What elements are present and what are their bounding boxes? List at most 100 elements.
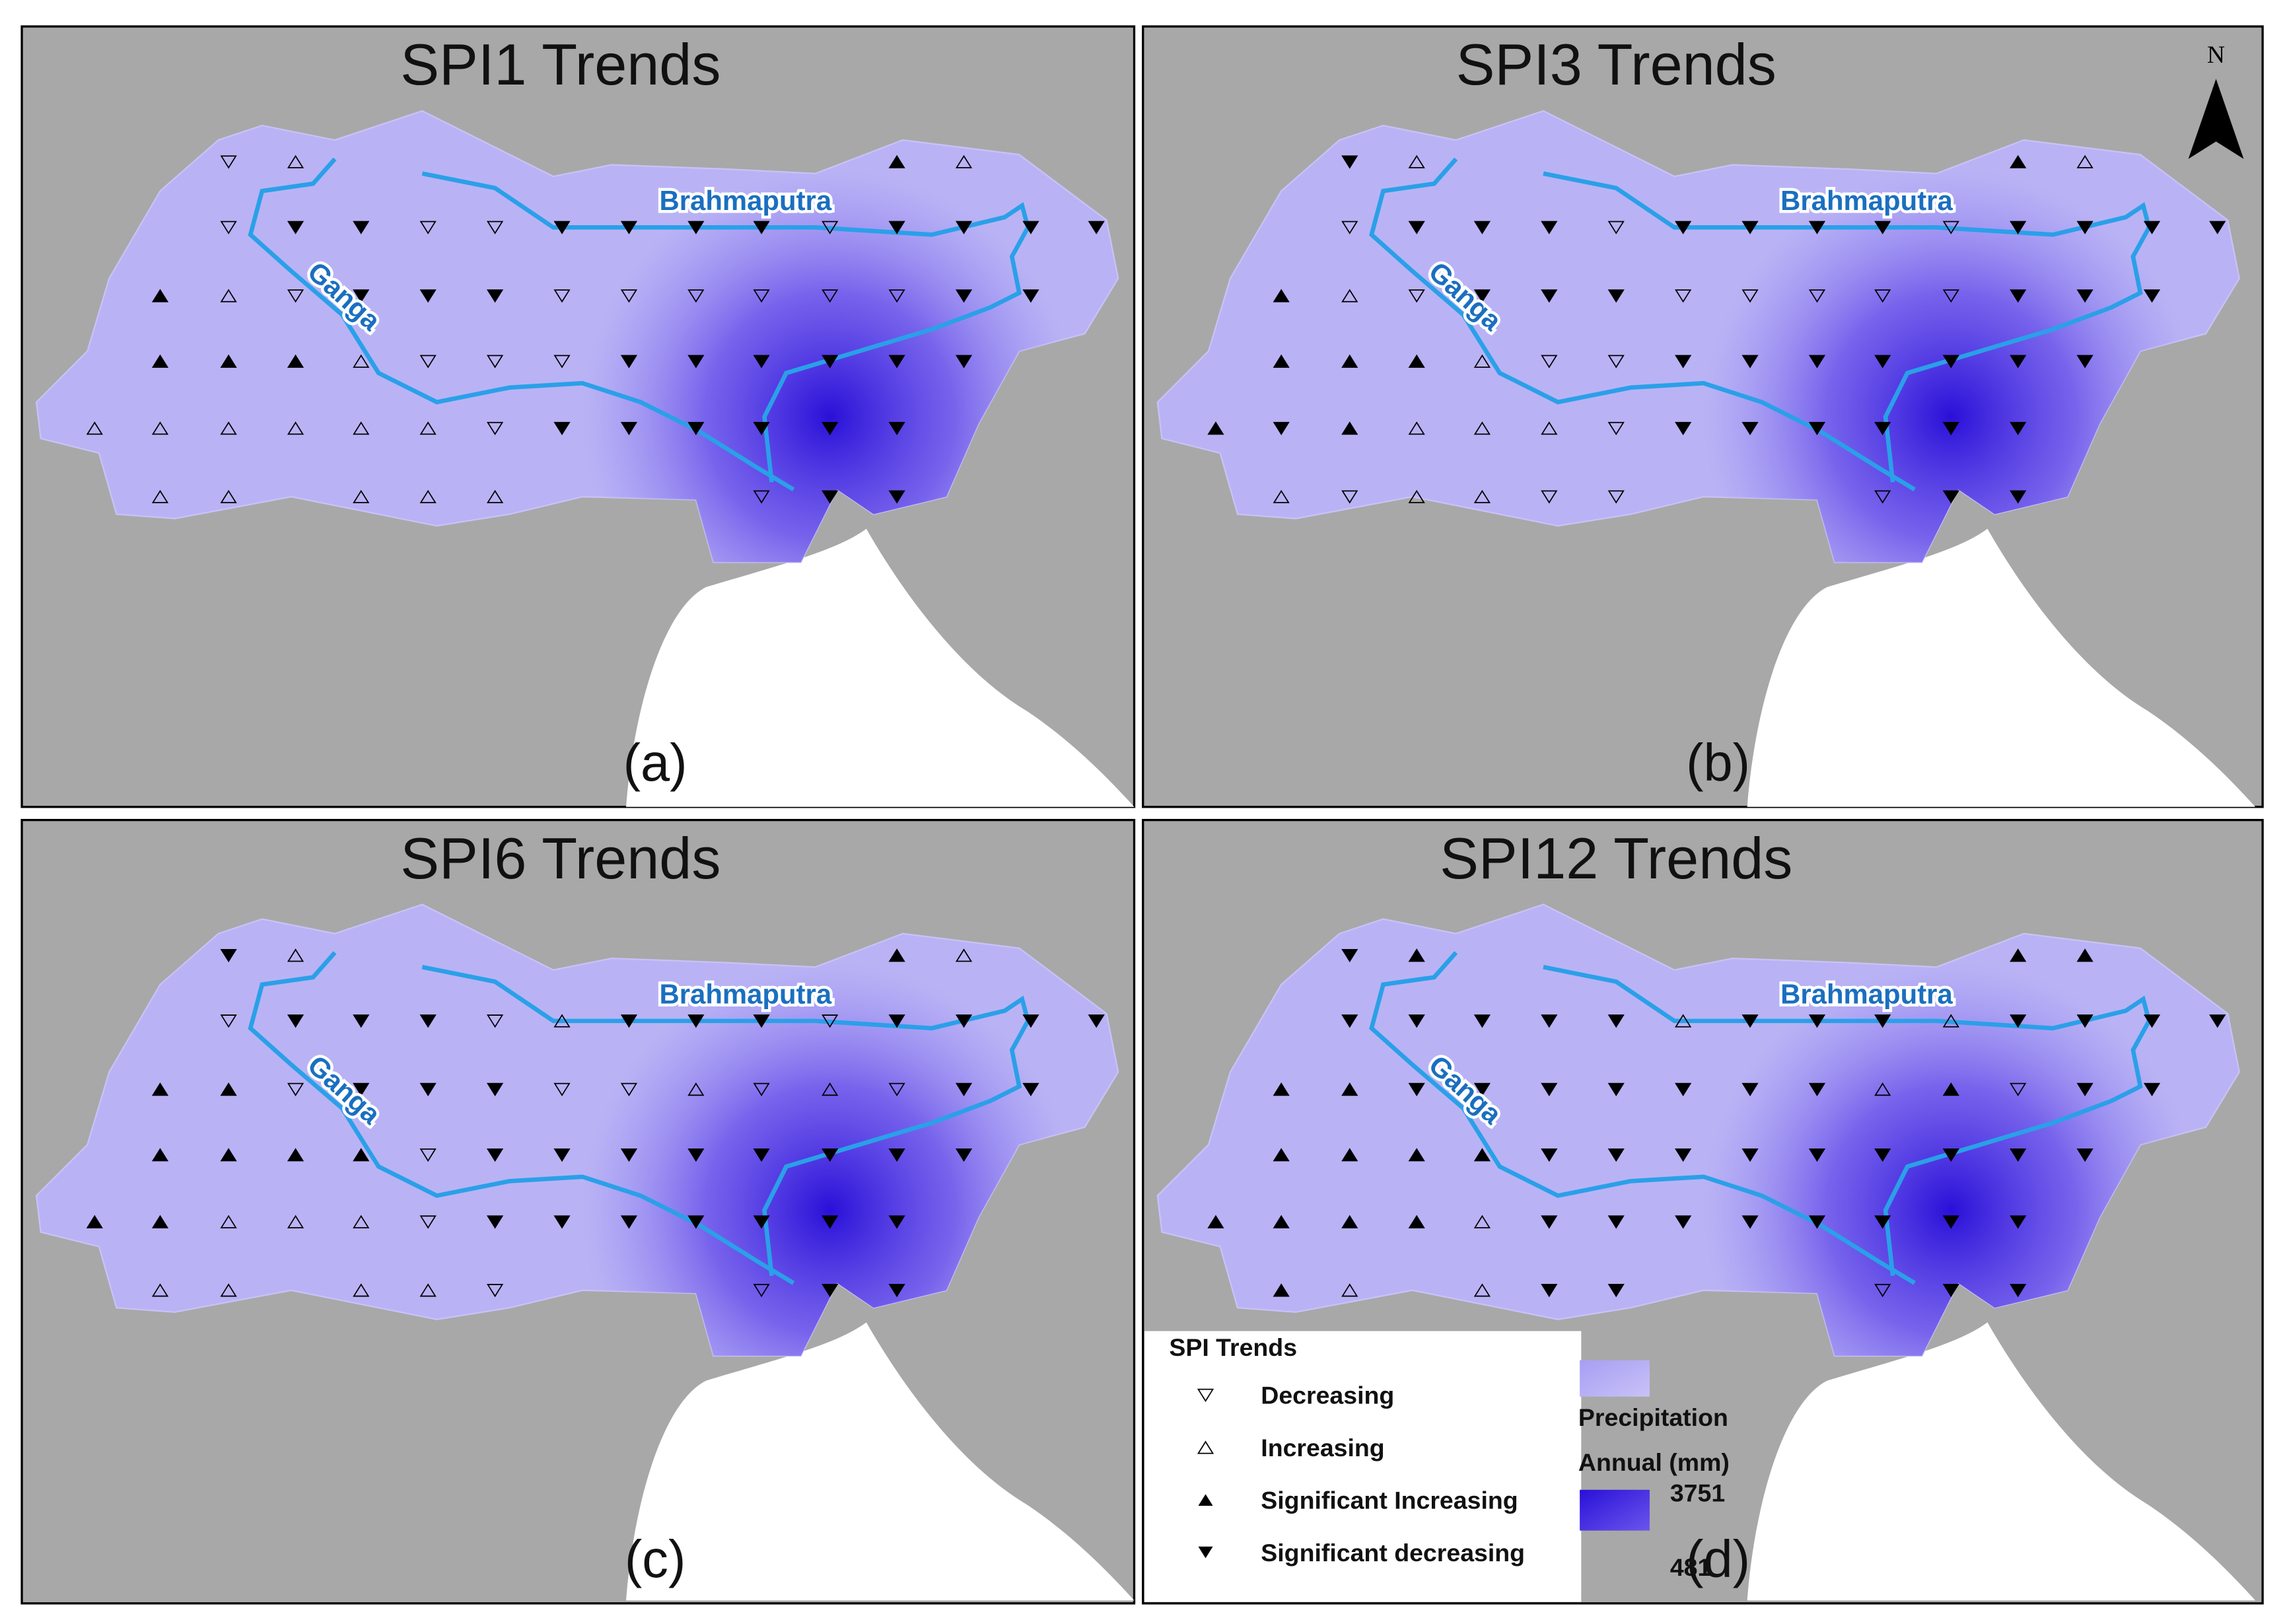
trend-marker <box>353 354 370 368</box>
trend-marker <box>888 1284 905 1298</box>
trend-marker <box>1741 221 1759 234</box>
trend-marker <box>1408 289 1425 303</box>
trend-marker <box>486 289 504 303</box>
trend-marker <box>553 221 571 234</box>
trend-marker <box>753 1215 770 1229</box>
trend-marker <box>553 1082 571 1096</box>
trend-marker <box>822 1082 839 1096</box>
trend-marker <box>687 1215 705 1229</box>
legend-symbol <box>1198 1494 1213 1506</box>
trend-marker <box>687 355 705 369</box>
sea <box>626 1322 1135 1601</box>
trend-marker <box>1273 489 1290 503</box>
trend-marker <box>753 289 770 303</box>
trend-marker <box>486 489 504 503</box>
trend-marker <box>753 1284 770 1298</box>
trend-marker <box>1341 1215 1358 1228</box>
trend-marker <box>888 490 905 504</box>
trend-marker <box>822 1284 839 1298</box>
trend-marker <box>1874 1284 1891 1298</box>
trend-marker <box>353 489 370 503</box>
trend-marker <box>2076 289 2093 303</box>
trend-marker <box>287 155 304 168</box>
trend-marker <box>955 221 973 234</box>
trend-marker <box>1541 1148 1558 1162</box>
trend-marker <box>1541 1284 1558 1298</box>
trend-marker <box>287 1148 304 1162</box>
north-label: N <box>2207 42 2225 69</box>
trend-marker <box>1473 289 1491 303</box>
trend-marker <box>1874 421 1891 436</box>
trend-marker <box>553 1148 571 1162</box>
trend-marker <box>1607 421 1625 436</box>
trend-marker <box>1607 490 1625 504</box>
trend-marker <box>1942 1215 1959 1229</box>
trend-marker <box>419 221 437 234</box>
trend-marker <box>888 1014 905 1028</box>
trend-marker <box>2076 1014 2093 1028</box>
trend-marker <box>1607 221 1625 234</box>
trend-marker <box>553 289 571 303</box>
basin-wet-zone <box>1157 904 2239 1356</box>
trend-marker <box>1874 355 1891 369</box>
trend-marker <box>1408 1215 1425 1228</box>
trend-marker <box>1607 355 1625 369</box>
trend-marker <box>287 421 304 435</box>
trend-marker <box>888 155 905 168</box>
trend-marker <box>2143 221 2161 234</box>
trend-marker <box>1607 1215 1625 1229</box>
trend-marker <box>1874 490 1891 504</box>
trend-marker <box>753 1014 770 1028</box>
panel-title: SPI3 Trends <box>1456 32 1776 97</box>
trend-marker <box>419 289 437 303</box>
trend-marker <box>822 1148 839 1162</box>
trend-marker <box>1607 1082 1625 1096</box>
panel-title: SPI6 Trends <box>400 826 720 891</box>
trend-marker <box>1541 1215 1558 1229</box>
trend-marker <box>1808 1148 1826 1162</box>
trend-marker <box>1473 489 1491 503</box>
trend-marker <box>822 490 839 504</box>
trend-marker <box>419 1082 437 1096</box>
trend-marker <box>1741 289 1759 303</box>
legend-symbol <box>1197 1440 1214 1454</box>
trend-marker <box>353 1148 370 1162</box>
trend-marker <box>553 1215 571 1229</box>
trend-marker <box>220 289 237 302</box>
legend: SPI Trends Decreasing Increasing Signifi… <box>1144 1331 1730 1602</box>
trend-marker <box>687 1082 705 1096</box>
trend-marker <box>822 289 839 303</box>
trend-marker <box>287 1082 304 1096</box>
trend-marker <box>1675 1215 1692 1229</box>
trend-marker <box>486 1215 504 1229</box>
trend-marker <box>1473 1148 1491 1162</box>
trend-marker <box>2076 1148 2093 1162</box>
trend-marker <box>419 1283 437 1297</box>
trend-marker <box>1408 489 1425 503</box>
trend-marker <box>753 355 770 369</box>
trend-marker <box>220 489 237 503</box>
trend-marker <box>1341 289 1358 302</box>
trend-marker <box>1741 1148 1759 1162</box>
trend-marker <box>2010 355 2027 369</box>
trend-marker <box>1741 1014 1759 1028</box>
trend-marker <box>687 1148 705 1162</box>
trend-marker <box>1341 490 1358 504</box>
trend-marker <box>419 1148 437 1162</box>
trend-marker <box>151 1215 169 1228</box>
trend-marker <box>1273 421 1290 436</box>
trend-marker <box>822 221 839 234</box>
trend-marker <box>1408 354 1425 368</box>
trend-marker <box>220 354 237 368</box>
trend-marker <box>2010 155 2027 168</box>
river-ganga <box>248 951 795 1285</box>
legend-box <box>1144 1331 1582 1602</box>
trend-marker <box>620 1215 638 1229</box>
trend-marker <box>1942 289 1959 303</box>
sea <box>1747 1322 2256 1601</box>
trend-marker <box>822 1215 839 1229</box>
trend-marker <box>955 948 973 962</box>
trend-marker <box>220 1215 237 1228</box>
